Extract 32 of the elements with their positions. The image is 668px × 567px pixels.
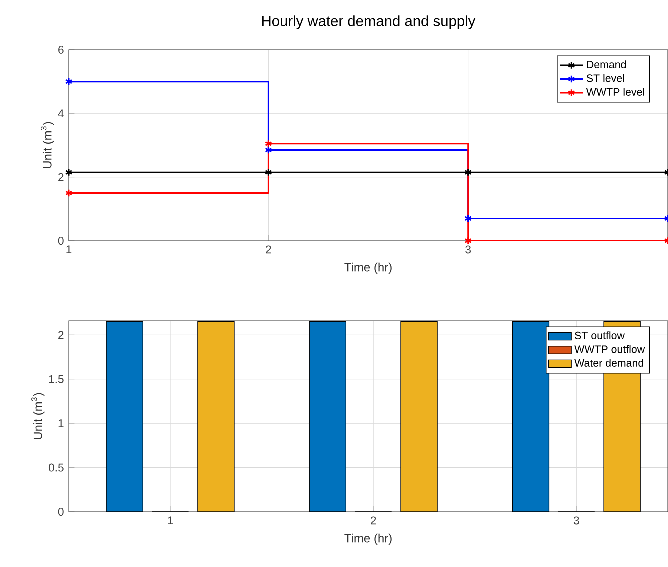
y-axis-title: Unit (m$^{3}$) [41,122,54,168]
legend-label: ST level [586,74,624,82]
point [265,146,272,154]
chart-title: Hourly water demand and supply [262,16,476,30]
y-tick-label: 1.5 [49,375,64,384]
point [464,214,472,223]
y-tick-label: 1 [58,420,64,428]
x-tick-label: 1 [168,516,174,524]
point [464,168,472,177]
legend-label: ST outflow [575,332,625,340]
legend-label: WWTP level [586,88,644,96]
x-tick-label: 3 [466,246,471,254]
legend-label: WWTP outflow [574,345,646,354]
y-tick-label: 6 [58,46,64,54]
y-tick-label: 0 [58,236,64,245]
y-tick-label: 0 [58,508,64,516]
y-tick-label: 2 [58,331,64,340]
y-tick-label: 4 [58,110,64,118]
legend-label: Water demand [574,359,644,367]
y-tick-label: 0.5 [48,464,64,472]
point [464,236,472,246]
x-axis-title: Time (hr) [344,534,392,546]
y-tick-label: 2 [58,173,64,182]
point [265,140,272,148]
x-tick-label: 1 [66,246,72,254]
x-tick-label: 2 [370,516,376,525]
x-axis-title: Time (hr) [344,262,392,274]
x-tick-label: 3 [574,516,580,525]
y-axis-title: Unit (m$^{3}$) [32,393,45,440]
point [265,168,272,177]
x-tick-label: 2 [266,246,272,254]
legend-label: Demand [587,60,626,68]
